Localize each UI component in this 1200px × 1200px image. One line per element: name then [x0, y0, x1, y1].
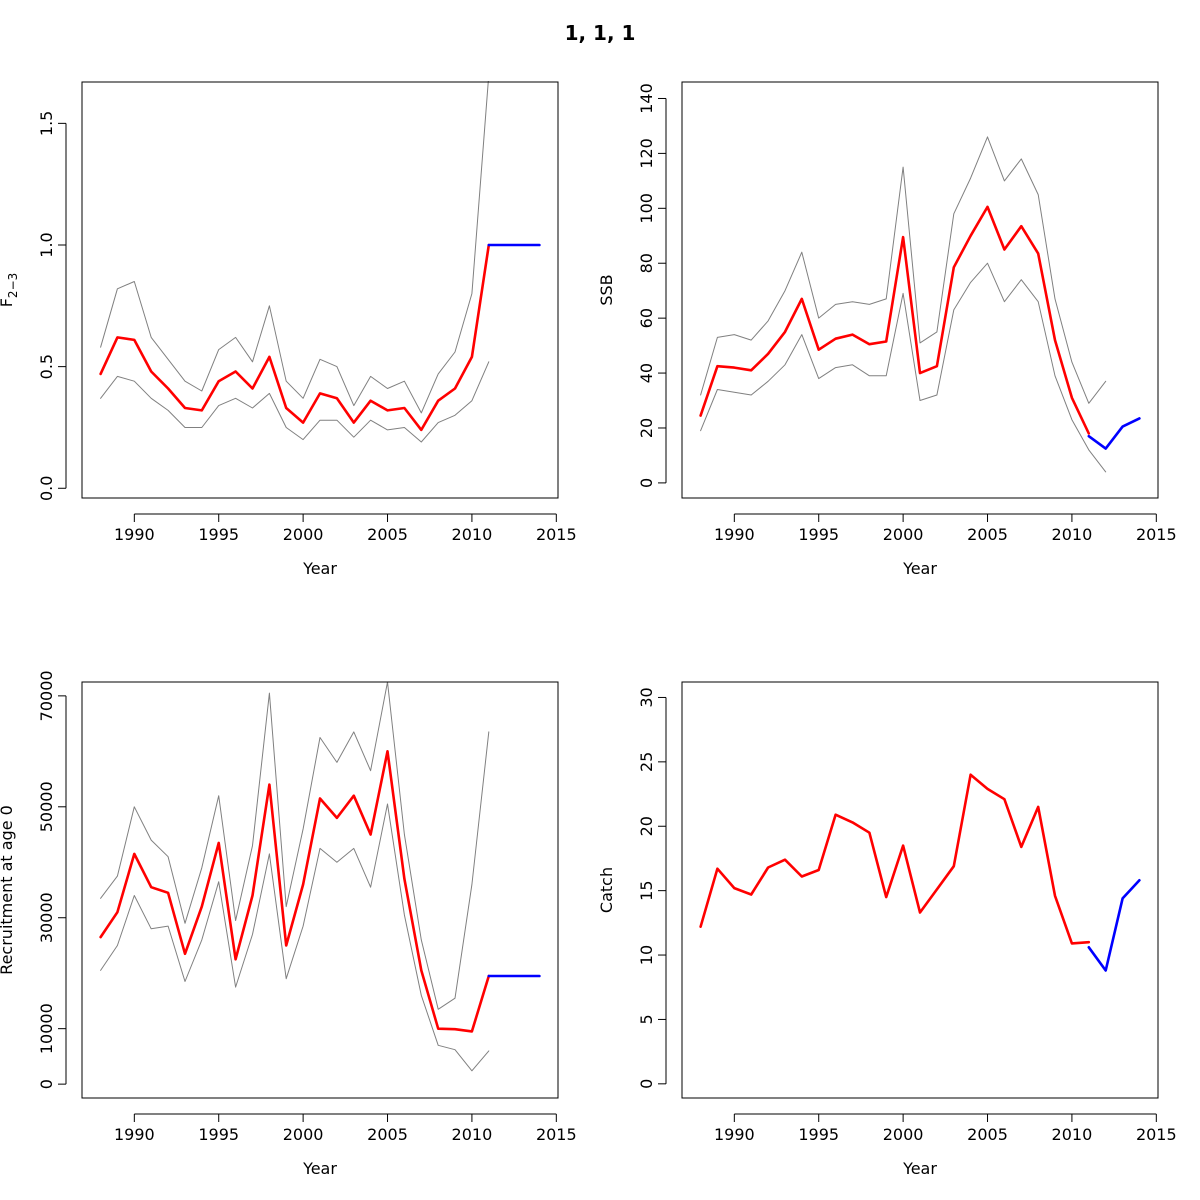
fbar-x-tick-label: 1995: [198, 525, 239, 544]
figure-title: 1, 1, 1: [565, 21, 636, 45]
fbar-x-tick-label: 2015: [536, 525, 577, 544]
catch-y-tick-label: 5: [637, 1014, 656, 1024]
catch-x-tick-label: 2000: [883, 1125, 924, 1144]
recruitment-x-tick-label: 2010: [452, 1125, 493, 1144]
recruitment-upper-line: [100, 681, 490, 1010]
fbar-y-tick-label: 1.5: [37, 111, 56, 136]
fbar-x-tick-label: 2005: [367, 525, 408, 544]
fbar-top-mask: [81, 52, 559, 81]
catch-x-tick-label: 1995: [798, 1125, 839, 1144]
fbar-x-tick-label: 2000: [283, 525, 324, 544]
fbar-y-tick-label: 0.0: [37, 476, 56, 501]
catch-x-tick-label: 2015: [1136, 1125, 1177, 1144]
ssb-y-tick-label: 80: [637, 253, 656, 273]
recruitment-y-tick-label: 30000: [37, 892, 56, 943]
recruitment-y-tick-label: 0: [37, 1079, 56, 1089]
ssb-y-tick-label: 100: [637, 193, 656, 224]
ssb-panel: 1990 1995 2000 2005 2010 2015 Year 0 20 40 60 80 100…: [597, 52, 1177, 578]
recruitment-y-tick-label: 50000: [37, 781, 56, 832]
recruitment-x-tick-label: 2015: [536, 1125, 577, 1144]
recruitment-x-tick-label: 1990: [114, 1125, 155, 1144]
catch-top-mask: [681, 652, 1159, 681]
ssb-x-axis-label: Year: [902, 559, 937, 578]
fbar-lower-line: [100, 361, 490, 443]
recruitment-x-tick-label: 1995: [198, 1125, 239, 1144]
catch-y-axis-label: Catch: [597, 867, 616, 913]
ssb-y-tick-label: 140: [637, 83, 656, 114]
catch-x-tick-label: 2010: [1052, 1125, 1093, 1144]
fbar-y-tick-label: 1.0: [37, 232, 56, 257]
ssb-y-tick-label: 60: [637, 308, 656, 328]
fbar-plot-frame: [81, 81, 559, 499]
ssb-x-tick-label: 1990: [714, 525, 755, 544]
recruitment-y-tick-label: 10000: [37, 1003, 56, 1054]
recruitment-x-tick-label: 2000: [283, 1125, 324, 1144]
catch-x-axis-label: Year: [902, 1159, 937, 1178]
catch-x-tick-label: 1990: [714, 1125, 755, 1144]
recruitment-top-mask: [81, 652, 559, 681]
ssb-x-tick-label: 2005: [967, 525, 1008, 544]
recruitment-x-axis-label: Year: [302, 1159, 337, 1178]
catch-plot-frame: [681, 681, 1159, 1099]
catch-y-tick-label: 15: [637, 880, 656, 900]
ssb-y-axis-label: SSB: [597, 274, 616, 305]
ssb-estimate-line: [699, 205, 1091, 435]
recruitment-y-tick-label: 70000: [37, 670, 56, 721]
fbar-x-axis-label: Year: [302, 559, 337, 578]
recruitment-plot-frame: [81, 681, 559, 1099]
catch-x-tick-label: 2005: [967, 1125, 1008, 1144]
fbar-y-axis-label: F2−3: [0, 273, 20, 308]
recruitment-x-tick-label: 2005: [367, 1125, 408, 1144]
recruitment-y-axis-label: Recruitment at age 0: [0, 805, 16, 975]
catch-forecast-line: [1087, 878, 1141, 972]
fbar-x-tick-label: 1990: [114, 525, 155, 544]
ssb-top-mask: [681, 52, 1159, 81]
ssb-y-tick-label: 20: [637, 418, 656, 438]
catch-estimate-line: [699, 773, 1091, 945]
catch-y-tick-label: 0: [637, 1079, 656, 1089]
catch-y-tick-label: 20: [637, 816, 656, 836]
recruitment-lower-line: [100, 803, 490, 1072]
ssb-x-tick-label: 2015: [1136, 525, 1177, 544]
fbar-upper-line: [100, 74, 490, 414]
ssb-upper-line: [700, 136, 1107, 404]
fbar-estimate-line: [99, 243, 491, 432]
recruitment-estimate-line: [99, 749, 491, 1033]
ssb-x-tick-label: 1995: [798, 525, 839, 544]
ssb-lower-line: [700, 262, 1107, 473]
catch-y-tick-label: 10: [637, 945, 656, 965]
catch-y-tick-label: 30: [637, 687, 656, 707]
ssb-y-tick-label: 0: [637, 478, 656, 488]
recruitment-panel: 1990 1995 2000 2005 2010 2015 Year 0 10000 30000 5…: [0, 652, 577, 1178]
fbar-x-tick-label: 2010: [452, 525, 493, 544]
ssb-plot-frame: [681, 81, 1159, 499]
ssb-y-tick-label: 40: [637, 363, 656, 383]
catch-y-tick-label: 25: [637, 752, 656, 772]
ssb-x-tick-label: 2010: [1052, 525, 1093, 544]
ssb-x-tick-label: 2000: [883, 525, 924, 544]
ssb-forecast-line: [1087, 417, 1141, 450]
catch-panel: 1990 1995 2000 2005 2010 2015 Year 0 5 10 15 20 25 30…: [597, 652, 1177, 1178]
fbar-panel: 1990 1995 2000 2005 2010 2015 Year 0.0 0.5 1.0 1.5…: [0, 52, 577, 578]
fbar-y-tick-label: 0.5: [37, 354, 56, 379]
ssb-y-tick-label: 120: [637, 138, 656, 169]
